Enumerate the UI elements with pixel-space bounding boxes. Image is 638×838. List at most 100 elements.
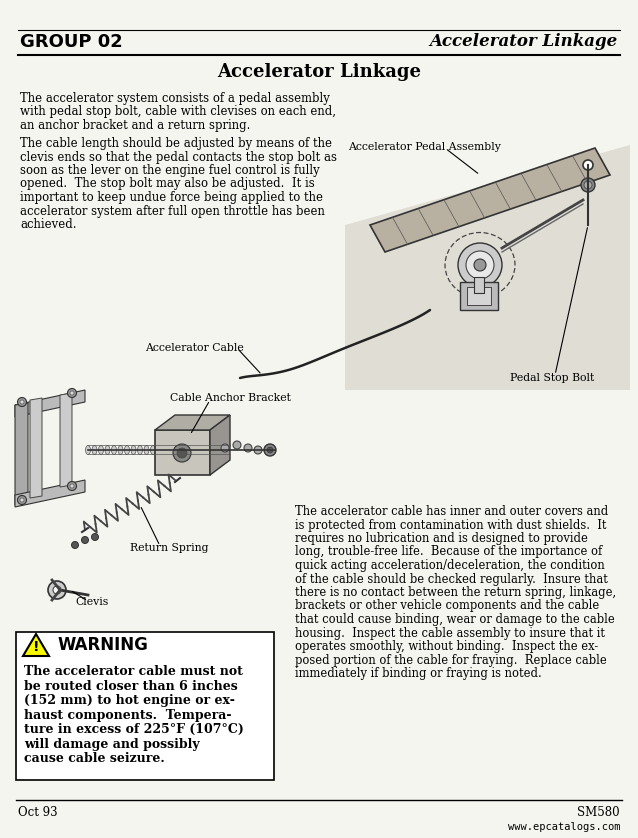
- Ellipse shape: [105, 446, 110, 454]
- Text: opened.  The stop bolt may also be adjusted.  It is: opened. The stop bolt may also be adjust…: [20, 178, 315, 190]
- Ellipse shape: [112, 446, 117, 454]
- Text: The accelerator cable has inner and outer covers and: The accelerator cable has inner and oute…: [295, 505, 608, 518]
- Text: achieved.: achieved.: [20, 218, 77, 231]
- Ellipse shape: [144, 446, 149, 454]
- Text: The accelerator cable must not: The accelerator cable must not: [24, 665, 243, 678]
- Circle shape: [233, 441, 241, 449]
- Polygon shape: [345, 145, 630, 390]
- Text: will damage and possibly: will damage and possibly: [24, 737, 200, 751]
- Ellipse shape: [202, 446, 207, 454]
- Circle shape: [267, 447, 273, 453]
- Text: Oct 93: Oct 93: [18, 805, 57, 819]
- Ellipse shape: [196, 446, 201, 454]
- Ellipse shape: [216, 446, 221, 454]
- Text: GROUP 02: GROUP 02: [20, 33, 122, 51]
- Text: an anchor bracket and a return spring.: an anchor bracket and a return spring.: [20, 119, 250, 132]
- Circle shape: [254, 446, 262, 454]
- Text: Return Spring: Return Spring: [130, 543, 209, 553]
- Text: ture in excess of 225°F (107°C): ture in excess of 225°F (107°C): [24, 723, 244, 736]
- Bar: [474, 277, 484, 293]
- Text: cause cable seizure.: cause cable seizure.: [24, 752, 165, 765]
- Text: be routed closer than 6 inches: be routed closer than 6 inches: [24, 680, 238, 692]
- Circle shape: [244, 444, 252, 452]
- Circle shape: [583, 160, 593, 170]
- Text: brackets or other vehicle components and the cable: brackets or other vehicle components and…: [295, 599, 599, 613]
- Polygon shape: [155, 415, 230, 430]
- Ellipse shape: [183, 446, 188, 454]
- Text: accelerator system after full open throttle has been: accelerator system after full open throt…: [20, 204, 325, 218]
- Circle shape: [474, 259, 486, 271]
- Ellipse shape: [98, 446, 103, 454]
- Polygon shape: [23, 634, 49, 656]
- Text: clevis ends so that the pedal contacts the stop bolt as: clevis ends so that the pedal contacts t…: [20, 151, 337, 163]
- Circle shape: [68, 389, 77, 397]
- Circle shape: [70, 391, 74, 395]
- Text: www.epcatalogs.com: www.epcatalogs.com: [507, 822, 620, 832]
- Text: Cable Anchor Bracket: Cable Anchor Bracket: [170, 393, 291, 403]
- Circle shape: [71, 541, 78, 549]
- Polygon shape: [15, 403, 28, 505]
- Text: Accelerator Cable: Accelerator Cable: [145, 343, 244, 353]
- Ellipse shape: [118, 446, 123, 454]
- Ellipse shape: [85, 446, 91, 454]
- Text: The accelerator system consists of a pedal assembly: The accelerator system consists of a ped…: [20, 92, 330, 105]
- Ellipse shape: [157, 446, 162, 454]
- Bar: [16, 632, 274, 780]
- Text: of the cable should be checked regularly.  Insure that: of the cable should be checked regularly…: [295, 572, 608, 586]
- Circle shape: [466, 251, 494, 279]
- Bar: [460, 282, 498, 310]
- Circle shape: [70, 484, 74, 488]
- Text: Pedal Stop Bolt: Pedal Stop Bolt: [510, 373, 594, 383]
- Polygon shape: [210, 415, 230, 475]
- Ellipse shape: [189, 446, 195, 454]
- Text: long, trouble-free life.  Because of the importance of: long, trouble-free life. Because of the …: [295, 546, 602, 558]
- Text: SM580: SM580: [577, 805, 620, 819]
- Circle shape: [68, 482, 77, 490]
- Circle shape: [177, 448, 187, 458]
- Text: there is no contact between the return spring, linkage,: there is no contact between the return s…: [295, 586, 616, 599]
- Text: Clevis: Clevis: [75, 597, 108, 607]
- Text: soon as the lever on the engine fuel control is fully: soon as the lever on the engine fuel con…: [20, 164, 320, 177]
- Text: posed portion of the cable for fraying.  Replace cable: posed portion of the cable for fraying. …: [295, 654, 607, 666]
- Text: housing.  Inspect the cable assembly to insure that it: housing. Inspect the cable assembly to i…: [295, 627, 605, 639]
- Circle shape: [20, 400, 24, 404]
- Ellipse shape: [92, 446, 97, 454]
- Ellipse shape: [177, 446, 181, 454]
- Polygon shape: [370, 148, 610, 252]
- Circle shape: [48, 581, 66, 599]
- Text: The cable length should be adjusted by means of the: The cable length should be adjusted by m…: [20, 137, 332, 150]
- Text: is protected from contamination with dust shields.  It: is protected from contamination with dus…: [295, 519, 607, 531]
- Circle shape: [221, 444, 229, 452]
- Text: (152 mm) to hot engine or ex-: (152 mm) to hot engine or ex-: [24, 694, 235, 707]
- Ellipse shape: [209, 446, 214, 454]
- Text: quick acting acceleration/deceleration, the condition: quick acting acceleration/deceleration, …: [295, 559, 605, 572]
- Text: WARNING: WARNING: [58, 636, 149, 654]
- Polygon shape: [30, 398, 42, 498]
- Ellipse shape: [170, 446, 175, 454]
- Ellipse shape: [131, 446, 136, 454]
- Circle shape: [82, 536, 89, 544]
- Bar: [467, 287, 491, 305]
- Circle shape: [53, 586, 61, 594]
- Ellipse shape: [163, 446, 168, 454]
- Circle shape: [264, 444, 276, 456]
- Circle shape: [91, 534, 98, 541]
- Text: with pedal stop bolt, cable with clevises on each end,: with pedal stop bolt, cable with clevise…: [20, 106, 336, 118]
- Text: Accelerator Pedal Assembly: Accelerator Pedal Assembly: [348, 142, 501, 152]
- Ellipse shape: [124, 446, 130, 454]
- Circle shape: [458, 243, 502, 287]
- Circle shape: [584, 181, 592, 189]
- Text: !: !: [33, 640, 40, 654]
- Circle shape: [581, 178, 595, 192]
- Bar: [155, 430, 210, 475]
- Polygon shape: [60, 393, 72, 487]
- Circle shape: [17, 495, 27, 504]
- Polygon shape: [15, 480, 85, 507]
- Ellipse shape: [138, 446, 142, 454]
- Polygon shape: [15, 390, 85, 417]
- Circle shape: [20, 498, 24, 502]
- Circle shape: [17, 397, 27, 406]
- Ellipse shape: [222, 446, 227, 454]
- Ellipse shape: [151, 446, 156, 454]
- Text: operates smoothly, without binding.  Inspect the ex-: operates smoothly, without binding. Insp…: [295, 640, 598, 653]
